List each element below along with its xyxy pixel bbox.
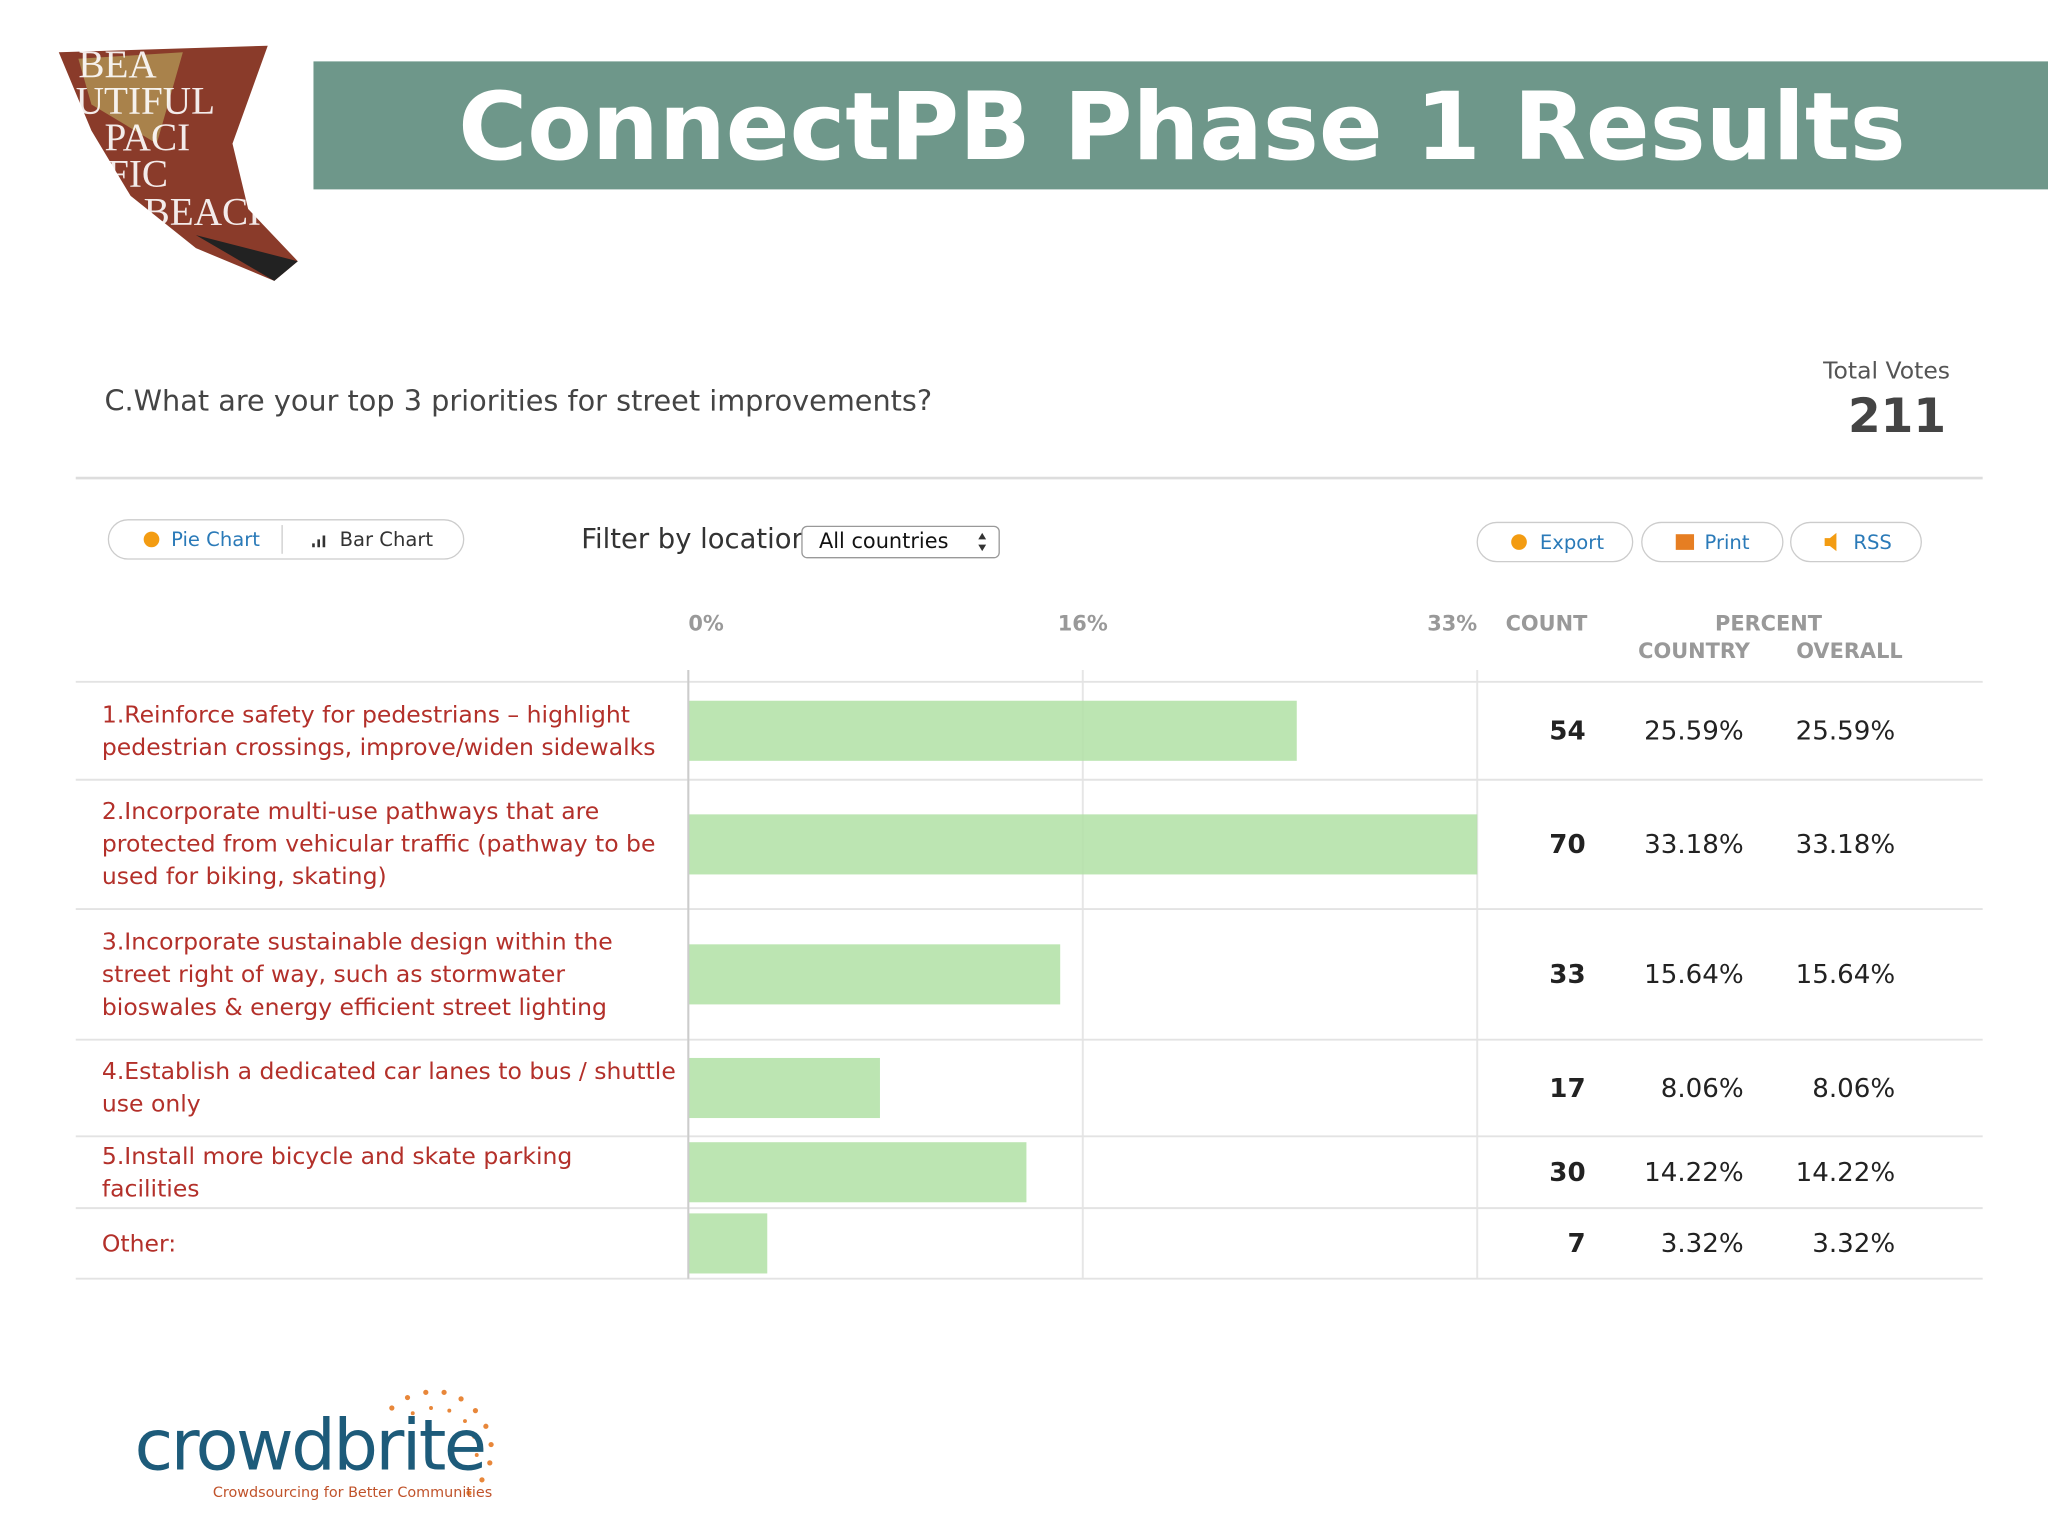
percent-country: 14.22% <box>1644 1158 1744 1188</box>
category-cell: 5.Install more bicycle and skate parking… <box>101 1142 573 1203</box>
percent-country: 3.32% <box>1661 1229 1744 1259</box>
count: 33 <box>1549 960 1585 990</box>
percent-country: 33.18% <box>1644 830 1744 860</box>
pie-button[interactable]: Pie Chart <box>171 528 260 551</box>
total-value: 211 <box>1848 389 1946 444</box>
bar <box>688 814 1478 875</box>
category-label: Other: <box>101 1229 177 1258</box>
percent-overall: 33.18% <box>1796 830 1896 860</box>
count: 7 <box>1567 1229 1585 1259</box>
header-title: ConnectPB Phase 1 Results <box>458 73 1905 182</box>
filter-label: Filter by location <box>581 524 809 555</box>
percent-overall: 15.64% <box>1796 960 1896 990</box>
category-label: 3.Incorporate sustainable design within … <box>101 928 613 1021</box>
count: 30 <box>1549 1158 1585 1188</box>
logo-line: UTIFUL <box>76 79 215 122</box>
logo-fin-tip <box>195 235 298 281</box>
export-icon <box>1511 534 1527 550</box>
x-tick-label: 33% <box>1427 611 1477 635</box>
logo-line: BEA <box>78 43 156 86</box>
category-cell: 4.Establish a dedicated car lanes to bus… <box>101 1057 676 1119</box>
bar <box>688 1057 880 1119</box>
rss-pill[interactable] <box>1790 521 1922 563</box>
category-label: 1.Reinforce safety for pedestrians – hig… <box>101 700 656 761</box>
export-pill[interactable] <box>1476 521 1634 563</box>
logo-line: BEACH <box>144 190 277 233</box>
bar <box>688 944 1061 1005</box>
bar <box>688 700 1297 761</box>
category-label: 5.Install more bicycle and skate parking… <box>101 1142 573 1203</box>
overall-header: OVERALL <box>1796 639 1902 663</box>
bar-button[interactable]: Bar Chart <box>340 528 434 551</box>
category-cell: 1.Reinforce safety for pedestrians – hig… <box>101 700 656 761</box>
logo-line: PACI <box>104 116 190 159</box>
pie-icon <box>143 531 160 548</box>
print-pill[interactable] <box>1641 521 1784 563</box>
rss-icon <box>1824 532 1837 552</box>
export-button[interactable]: Export <box>1540 531 1604 554</box>
question: C.What are your top 3 priorities for str… <box>104 383 932 417</box>
chart-toggle <box>107 519 465 560</box>
category-cell: 2.Incorporate multi-use pathways that ar… <box>101 798 656 891</box>
select-arrow <box>978 532 987 552</box>
x-tick-label: 16% <box>1058 611 1108 635</box>
category-label: 4.Establish a dedicated car lanes to bus… <box>101 1057 676 1119</box>
print-icon <box>1675 534 1695 550</box>
percent-overall: 25.59% <box>1796 717 1896 747</box>
brand: crowdbrite <box>135 1404 485 1486</box>
percent-country: 8.06% <box>1661 1074 1744 1104</box>
brand-tagline: Crowdsourcing for Better Communities <box>213 1485 492 1501</box>
bar-icon <box>312 535 326 548</box>
category-cell: Other: <box>101 1229 177 1258</box>
category-label: 2.Incorporate multi-use pathways that ar… <box>101 798 656 891</box>
count: 70 <box>1549 830 1585 860</box>
logo-line: FIC <box>107 153 168 196</box>
header-bar <box>313 61 2048 190</box>
bar <box>688 1213 768 1274</box>
filter-value: All countries <box>819 529 949 553</box>
category-cell: 3.Incorporate sustainable design within … <box>101 928 613 1021</box>
x-tick-label: 0% <box>688 611 724 635</box>
print-button[interactable]: Print <box>1704 531 1749 554</box>
logo-fin-accent <box>78 52 183 144</box>
bar <box>688 1142 1027 1203</box>
percent-country: 15.64% <box>1644 960 1744 990</box>
count: 54 <box>1549 717 1585 747</box>
percent-overall: 8.06% <box>1812 1074 1895 1104</box>
chart: COUNT PERCENT COUNTRY OVERALL 0% 16% 33% 1.Rein… <box>75 611 1983 1280</box>
filter-select[interactable] <box>801 525 1000 559</box>
rss-button[interactable]: RSS <box>1853 531 1891 554</box>
count: 17 <box>1549 1074 1585 1104</box>
total-label: Total Votes <box>1822 357 1950 385</box>
percent-overall: 3.32% <box>1812 1229 1895 1259</box>
brand-dots <box>389 1389 494 1496</box>
percent-overall: 14.22% <box>1796 1158 1896 1188</box>
percent-header: PERCENT <box>1715 611 1823 635</box>
percent-country: 25.59% <box>1644 717 1744 747</box>
count-header: COUNT <box>1506 611 1588 635</box>
country-header: COUNTRY <box>1638 639 1751 663</box>
